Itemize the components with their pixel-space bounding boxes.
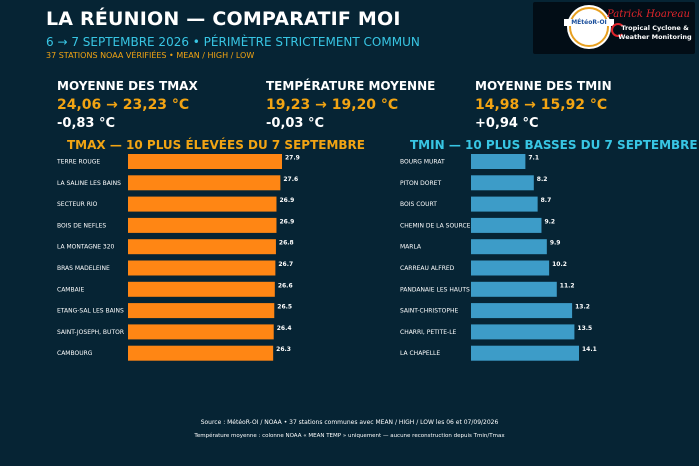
tmin-bar [471, 260, 550, 276]
tmin-bar-value: 7.1 [528, 155, 539, 162]
brand-logo: MÉtéoR-OI Patrick Hoareau Tropical Cyclo… [533, 2, 695, 54]
stat-tmax-label: MOYENNE DES TMAX [57, 79, 198, 93]
tmax-station-label: BOIS DE NEFLES [57, 222, 106, 229]
tmax-bar [128, 217, 277, 233]
footer-note: Température moyenne : colonne NOAA « MEA… [194, 433, 505, 439]
tmax-bar [128, 175, 281, 191]
tmax-station-label: SECTEUR RIO [57, 201, 98, 208]
tmin-bar [471, 154, 526, 169]
tmin-station-label: CARREAU ALFRED [400, 265, 455, 272]
tmax-station-label: ETANG-SAL LES BAINS [57, 308, 124, 315]
logo-tagline-line-1: Tropical Cyclone & [621, 24, 689, 32]
stat-tmean-delta: -0,03 °C [266, 116, 325, 131]
tmin-bar [471, 175, 534, 191]
tmin-bar-value: 8.2 [537, 176, 548, 183]
logo-tagline: Tropical Cyclone & Weather Monitoring [615, 24, 695, 42]
tmax-station-label: TERRE ROUGE [56, 159, 100, 166]
tmax-station-label: LA SALINE LES BAINS [57, 180, 121, 187]
stat-tmean-label: TEMPÉRATURE MOYENNE [266, 79, 436, 93]
tmin-station-label: CHARRI, PETITE-LE [400, 329, 457, 336]
tmin-bar-value: 14.1 [582, 346, 597, 353]
meteor-oi-logo: MÉtéoR-OI [564, 5, 614, 49]
stat-tmean-range: 19,23 → 19,20 °C [266, 97, 399, 113]
tmin-bar-value: 9.2 [544, 218, 555, 225]
tmax-chart-title: TMAX — 10 PLUS ÉLEVÉES DU 7 SEPTEMBRE [67, 138, 365, 152]
tmin-station-label: BOURG MURAT [400, 159, 445, 166]
tmin-bar-value: 10.2 [552, 261, 567, 268]
tmin-station-label: MARLA [400, 244, 422, 251]
tmin-station-label: SAINT-CHRISTOPHE [400, 308, 459, 315]
tmax-bar [128, 260, 276, 276]
tmax-bar-value: 26.5 [277, 304, 292, 311]
tmin-chart-title: TMIN — 10 PLUS BASSES DU 7 SEPTEMBRE [410, 138, 698, 152]
tmax-bar-value: 26.9 [279, 197, 294, 204]
tmin-bar-value: 11.2 [560, 282, 575, 289]
stat-tmin-delta: +0,94 °C [475, 116, 539, 131]
tmax-bar-value: 27.9 [285, 155, 300, 162]
tmax-bar-value: 26.6 [278, 282, 293, 289]
logo-meteo-text: MÉtéoR-OI [564, 19, 614, 26]
stat-tmax: MOYENNE DES TMAX 24,06 → 23,23 °C -0,83 … [57, 79, 198, 131]
tmax-bar-value: 26.4 [277, 325, 292, 332]
tmax-bar [128, 154, 282, 169]
tmin-station-label: BOIS COURT [400, 201, 437, 208]
tmin-bar-value: 9.9 [550, 240, 561, 247]
stat-tmin-range: 14,98 → 15,92 °C [475, 97, 608, 113]
tmin-bar [471, 217, 542, 233]
tmin-bar [471, 196, 538, 212]
tmax-bar [128, 196, 277, 212]
tmin-station-label: PITON DORET [400, 180, 441, 187]
tmin-bar [471, 281, 557, 297]
tmin-bar [471, 239, 547, 255]
tmin-station-label: PANDANAIE LES HAUTS D [400, 286, 477, 293]
footer-source: Source : MétéoR-OI / NOAA • 37 stations … [200, 419, 499, 426]
cyclone-icon [611, 23, 625, 37]
logo-author-name: Patrick Hoareau [607, 9, 690, 20]
tmax-bar [128, 239, 276, 255]
tmax-bar-value: 26.3 [276, 346, 291, 353]
tmax-bar-value: 26.8 [279, 240, 294, 247]
tmin-bar-value: 8.7 [541, 197, 552, 204]
stat-tmin-label: MOYENNE DES TMIN [475, 79, 612, 93]
tmax-station-label: LA MONTAGNE 320 [57, 244, 115, 251]
page-subtitle: 6 → 7 SEPTEMBRE 2026 • PÉRIMÈTRE STRICTE… [46, 35, 420, 49]
tmin-bar [471, 324, 575, 340]
tmax-bar-value: 26.7 [278, 261, 293, 268]
page-subtitle-secondary: 37 STATIONS NOAA VÉRIFIÉES • MEAN / HIGH… [46, 51, 255, 60]
stat-tmin: MOYENNE DES TMIN 14,98 → 15,92 °C +0,94 … [475, 79, 612, 131]
tmax-bar [128, 281, 275, 297]
tmax-bar [128, 303, 275, 319]
stat-tmax-range: 24,06 → 23,23 °C [57, 97, 190, 113]
tmin-bar [471, 345, 579, 361]
tmin-bar [471, 303, 573, 319]
tmax-bar-value: 26.9 [279, 218, 294, 225]
tmax-station-label: BRAS MADELEINE [57, 265, 110, 272]
logo-tagline-line-2: Weather Monitoring [618, 33, 692, 41]
tmin-station-label: CHEMIN DE LA SOURCE [400, 222, 471, 229]
tmax-bar [128, 324, 274, 340]
tmin-bar-value: 13.2 [575, 304, 590, 311]
page-title: LA RÉUNION — COMPARATIF MOI [46, 8, 401, 30]
tmax-bar-value: 27.6 [283, 176, 298, 183]
tmin-station-label: LA CHAPELLE [400, 350, 440, 357]
stat-tmean: TEMPÉRATURE MOYENNE 19,23 → 19,20 °C -0,… [266, 79, 435, 131]
stat-tmax-delta: -0,83 °C [57, 116, 116, 131]
tmax-station-label: SAINT-JOSEPH, BUTOR [57, 329, 124, 336]
tmax-station-label: CAMBOURG [57, 350, 93, 357]
tmax-bar [128, 345, 274, 361]
tmax-station-label: CAMBAIE [57, 286, 84, 293]
tmin-bar-value: 13.5 [577, 325, 592, 332]
